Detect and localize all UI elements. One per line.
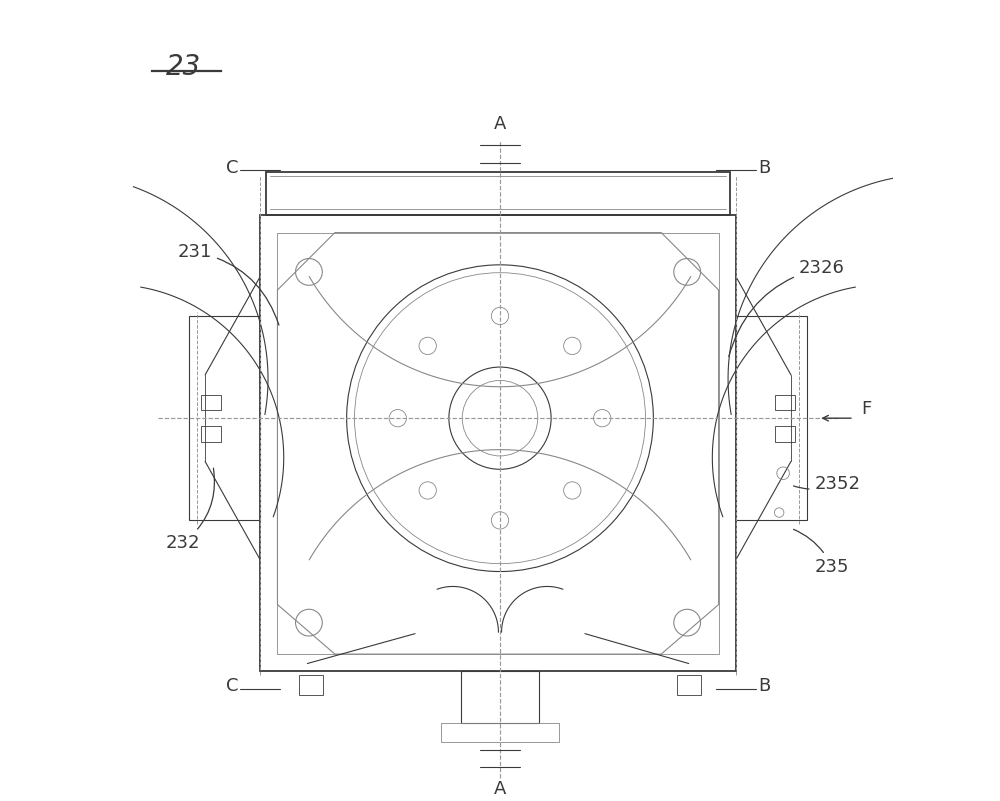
Bar bbox=[201, 395, 221, 410]
Text: 23: 23 bbox=[166, 53, 201, 81]
Text: B: B bbox=[758, 159, 770, 177]
Bar bbox=[201, 426, 221, 442]
Bar bbox=[260, 215, 736, 671]
Text: A: A bbox=[494, 115, 506, 133]
Bar bbox=[299, 675, 323, 695]
Bar bbox=[677, 675, 701, 695]
Bar bbox=[277, 232, 719, 654]
Bar bbox=[461, 671, 539, 723]
Bar bbox=[189, 316, 260, 521]
Bar bbox=[736, 316, 807, 521]
Text: C: C bbox=[226, 159, 238, 177]
Text: 232: 232 bbox=[166, 468, 214, 552]
Bar bbox=[441, 723, 559, 743]
Text: 2352: 2352 bbox=[794, 475, 861, 493]
Bar bbox=[775, 395, 795, 410]
Text: C: C bbox=[226, 677, 238, 694]
Text: F: F bbox=[862, 400, 872, 418]
Text: B: B bbox=[758, 677, 770, 694]
Text: 231: 231 bbox=[178, 243, 279, 325]
Text: 235: 235 bbox=[794, 529, 849, 576]
Text: 2326: 2326 bbox=[729, 259, 845, 356]
Bar bbox=[266, 172, 730, 215]
Bar bbox=[775, 426, 795, 442]
Text: A: A bbox=[494, 780, 506, 798]
